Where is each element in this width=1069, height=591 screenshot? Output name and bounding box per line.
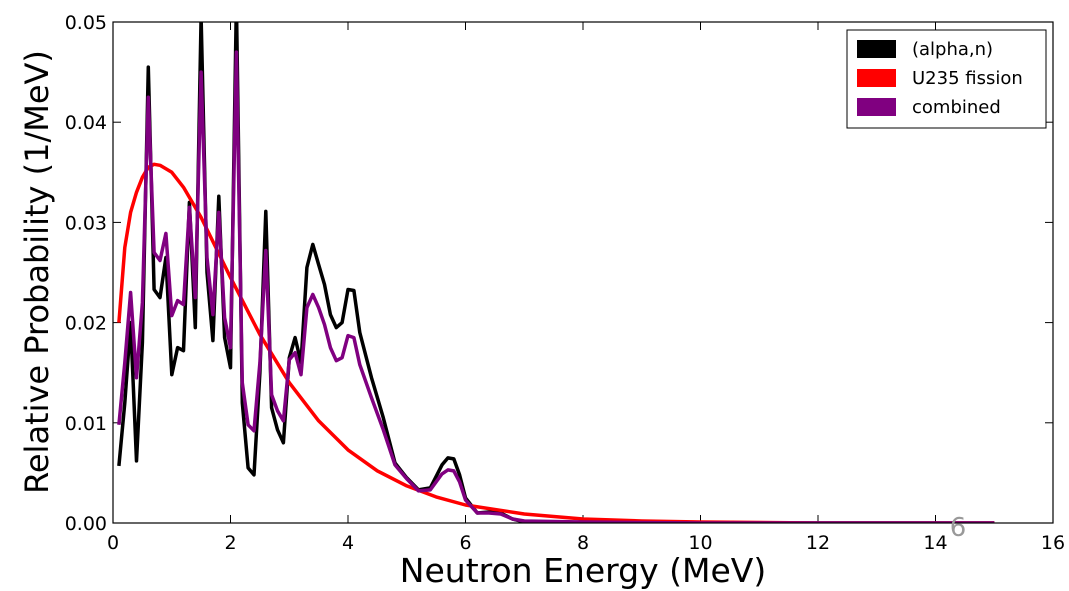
legend-label: (alpha,n) [912, 39, 993, 60]
data-line [117, 22, 995, 523]
y-tick-label: 0.01 [65, 413, 107, 435]
y-tick-label: 0.00 [65, 513, 107, 535]
y-tick-label: 0.03 [65, 212, 107, 234]
legend-swatch [857, 40, 896, 58]
y-tick-label: 0.05 [65, 12, 107, 34]
x-axis-label: Neutron Energy (MeV) [400, 551, 766, 590]
y-axis-label: Relative Probability (1/MeV) [18, 50, 56, 494]
data-line [117, 162, 995, 523]
legend-label: U235 fission [912, 68, 1023, 89]
x-tick-label: 8 [577, 532, 589, 554]
data-line [117, 50, 995, 523]
plot-lines [117, 22, 995, 523]
legend-swatch [857, 98, 896, 116]
x-tick-label: 14 [923, 532, 947, 554]
x-tick-label: 6 [459, 532, 471, 554]
x-tick-label: 4 [342, 532, 354, 554]
x-tick-label: 0 [107, 532, 119, 554]
x-tick-label: 12 [806, 532, 830, 554]
y-tick-label: 0.02 [65, 313, 107, 335]
legend-label: combined [912, 97, 1001, 118]
legend-swatch [857, 69, 896, 87]
y-tick-label: 0.04 [65, 112, 107, 134]
x-tick-label: 16 [1041, 532, 1065, 554]
annotation: 6 [950, 513, 967, 543]
x-tick-label: 10 [688, 532, 712, 554]
x-tick-label: 2 [224, 532, 236, 554]
plot-frame [112, 21, 1054, 524]
